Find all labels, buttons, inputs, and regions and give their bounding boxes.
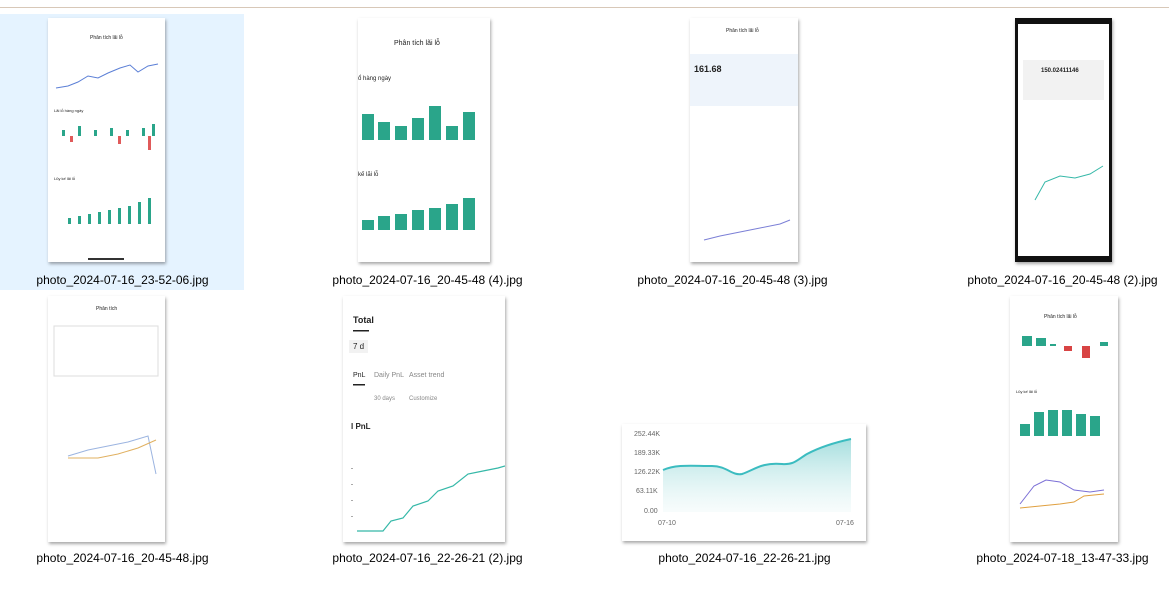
thumbnail[interactable]: Phân tích lãi lỗ Lũy kế lãi lỗ	[1010, 296, 1118, 542]
axis-label: 07-16	[836, 520, 854, 527]
thumb-text: 161.68	[694, 64, 722, 74]
thumbnail[interactable]: 252.44K 189.33K 126.22K 63.11K 0.00 07-1…	[622, 424, 866, 541]
thumb-text: Total	[353, 315, 374, 325]
file-name[interactable]: photo_2024-07-16_20-45-48 (3).jpg	[637, 273, 828, 287]
file-name[interactable]: photo_2024-07-16_22-26-21.jpg	[658, 551, 831, 565]
thumb-art	[55, 63, 159, 260]
thumb-text: kế lãi lỗ	[358, 172, 379, 178]
thumbnail[interactable]: Phân tích	[48, 296, 165, 542]
axis-label: 07-10	[658, 520, 676, 527]
thumbnail[interactable]: Phân tích lãi lỗ 161.68	[690, 18, 798, 262]
thumb-text: 150.02411146	[1041, 68, 1079, 74]
thumb-text: Phân tích lãi lỗ	[726, 28, 759, 34]
file-name[interactable]: photo_2024-07-16_22-26-21 (2).jpg	[332, 551, 523, 565]
axis-label: 252.44K	[634, 431, 661, 438]
divider	[0, 7, 1169, 8]
thumbnail[interactable]: Total 7 d PnL Daily PnL Asset trend 30 d…	[343, 296, 505, 542]
thumbnail[interactable]: Phân tích lãi lỗ Lãi lỗ hàng ngày Lũy kế…	[48, 18, 165, 262]
thumb-text: Lũy kế lãi lỗ	[1016, 389, 1038, 394]
thumb-text: Lãi lỗ hàng ngày	[54, 108, 84, 113]
thumb-art	[362, 106, 475, 230]
file-name[interactable]: photo_2024-07-16_23-52-06.jpg	[36, 273, 209, 287]
thumb-text: Phân tích lãi lỗ	[90, 35, 123, 41]
thumb-art	[1019, 336, 1108, 509]
file-name[interactable]: photo_2024-07-16_20-45-48.jpg	[36, 551, 209, 565]
thumb-text: Customize	[409, 396, 438, 402]
file-name[interactable]: photo_2024-07-16_20-45-48 (4).jpg	[332, 273, 523, 287]
thumb-text: Phân tích lãi lỗ	[394, 40, 440, 47]
thumb-text: 7 d	[349, 340, 369, 353]
thumb-text: l PnL	[351, 422, 371, 431]
thumb-art	[351, 330, 505, 532]
file-name[interactable]: photo_2024-07-18_13-47-33.jpg	[976, 551, 1149, 565]
thumb-text: 30 days	[374, 396, 396, 402]
axis-label: 63.11K	[636, 488, 658, 495]
thumb-art	[53, 325, 159, 475]
thumb-text: Lũy kế lãi lỗ	[54, 176, 76, 181]
thumb-text: Asset trend	[409, 372, 445, 379]
axis-label: 126.22K	[634, 469, 661, 476]
thumb-text: PnL	[353, 372, 366, 379]
thumbnail[interactable]: 150.02411146	[1015, 18, 1112, 262]
thumb-art	[690, 54, 798, 241]
thumb-text: Phân tích	[96, 306, 118, 312]
thumb-art	[662, 438, 852, 512]
thumb-text: ổ hàng ngày	[358, 76, 392, 82]
thumb-text: Daily PnL	[374, 372, 404, 379]
thumb-text: Phân tích lãi lỗ	[1044, 314, 1077, 320]
file-name[interactable]: photo_2024-07-16_20-45-48 (2).jpg	[967, 273, 1158, 287]
thumb-art	[1018, 24, 1109, 256]
thumbnail[interactable]: Phân tích lãi lỗ ổ hàng ngày kế lãi lỗ	[358, 18, 490, 262]
axis-label: 0.00	[644, 508, 658, 515]
axis-label: 189.33K	[634, 450, 661, 457]
